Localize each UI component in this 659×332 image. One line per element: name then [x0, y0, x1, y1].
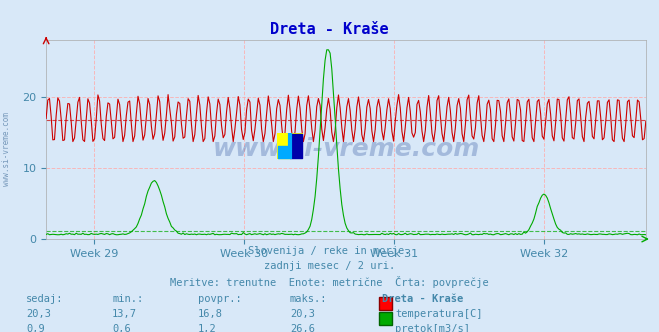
Text: 20,3: 20,3	[26, 309, 51, 319]
Text: maks.:: maks.:	[290, 294, 328, 304]
Text: povpr.:: povpr.:	[198, 294, 241, 304]
Text: Meritve: trenutne  Enote: metrične  Črta: povprečje: Meritve: trenutne Enote: metrične Črta: …	[170, 276, 489, 288]
Text: 1,2: 1,2	[198, 324, 216, 332]
Text: pretok[m3/s]: pretok[m3/s]	[395, 324, 471, 332]
Text: Dreta - Kraše: Dreta - Kraše	[382, 294, 463, 304]
Text: 26,6: 26,6	[290, 324, 315, 332]
Text: Slovenija / reke in morje.: Slovenija / reke in morje.	[248, 246, 411, 256]
Text: 0,9: 0,9	[26, 324, 45, 332]
Text: zadnji mesec / 2 uri.: zadnji mesec / 2 uri.	[264, 261, 395, 271]
Text: www.si-vreme.com: www.si-vreme.com	[212, 137, 480, 161]
Text: sedaj:: sedaj:	[26, 294, 64, 304]
Text: 0,6: 0,6	[112, 324, 130, 332]
Text: 16,8: 16,8	[198, 309, 223, 319]
Text: 20,3: 20,3	[290, 309, 315, 319]
Text: www.si-vreme.com: www.si-vreme.com	[2, 113, 11, 186]
Text: 13,7: 13,7	[112, 309, 137, 319]
Text: Dreta - Kraše: Dreta - Kraše	[270, 22, 389, 37]
Text: temperatura[C]: temperatura[C]	[395, 309, 483, 319]
Text: min.:: min.:	[112, 294, 143, 304]
